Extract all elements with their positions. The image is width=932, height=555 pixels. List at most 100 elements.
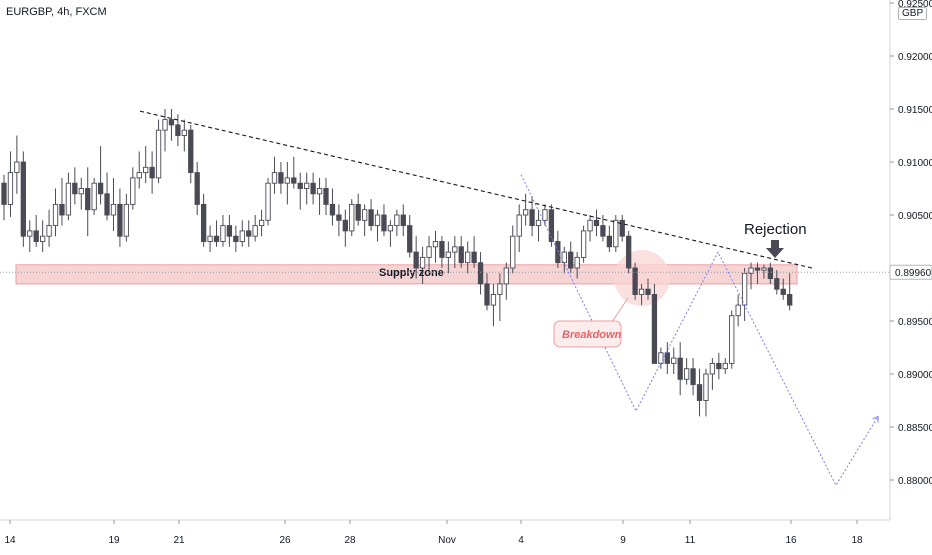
time-axis: 14 19 21 26 28 Nov 4 9 11 16 18 (4, 520, 863, 546)
candle (110, 177, 117, 231)
candle-body (291, 177, 297, 184)
candle-body (484, 283, 490, 306)
candle (787, 273, 793, 311)
candle (658, 347, 664, 369)
candle-body (568, 251, 574, 269)
candle (291, 156, 297, 189)
candle-body (323, 188, 329, 205)
candles-layer (1, 109, 793, 417)
candle (162, 109, 168, 152)
x-tick-label: 21 (173, 535, 185, 546)
candle (407, 215, 413, 258)
candle-body (413, 251, 419, 269)
candle (561, 246, 567, 274)
candle-body (329, 203, 336, 216)
candle (130, 167, 136, 210)
candle (284, 162, 291, 205)
candle (323, 177, 329, 215)
candle-body (188, 129, 194, 174)
candle (220, 215, 226, 247)
candle (593, 209, 600, 237)
x-tick-label: 9 (620, 535, 626, 546)
candle (200, 193, 207, 247)
x-tick-label: 11 (685, 535, 696, 546)
candle (349, 199, 355, 237)
candle (683, 358, 690, 385)
candle (619, 215, 625, 242)
candle (477, 252, 484, 295)
candle-body (426, 246, 432, 258)
candle (761, 264, 767, 279)
candle (419, 246, 426, 284)
candle (7, 151, 14, 218)
candle-body (252, 225, 258, 237)
candle (394, 209, 400, 237)
candle-body (703, 373, 709, 401)
candle-body (619, 219, 625, 237)
candle (722, 358, 728, 374)
candle-body (452, 246, 458, 253)
candle-body (7, 172, 14, 205)
candle (304, 172, 310, 205)
candle-body (20, 161, 26, 237)
candle-body (613, 219, 619, 248)
candle-body (445, 251, 452, 258)
candle-body (722, 362, 728, 370)
candle (465, 241, 471, 274)
candle-body (387, 225, 394, 232)
candle (91, 177, 97, 215)
supply-zone-label: Supply zone (379, 267, 444, 279)
candle (754, 262, 761, 284)
candle-body (304, 182, 310, 189)
candle-body (419, 256, 426, 269)
currency-badge[interactable]: GBP (898, 7, 928, 20)
projection-path[interactable] (520, 174, 879, 487)
candle-body (117, 203, 123, 237)
candle-body (555, 241, 561, 264)
candle-body (27, 230, 33, 237)
candle-body (671, 357, 677, 364)
rejection-label: Rejection (744, 221, 807, 238)
candle (626, 230, 632, 274)
candle (606, 225, 613, 253)
candle (85, 167, 91, 237)
candle (381, 204, 387, 237)
candle-body (510, 235, 516, 269)
candle (458, 236, 464, 268)
candle-body (310, 182, 316, 195)
candle-body (638, 288, 645, 295)
descending-trendline[interactable] (139, 110, 813, 269)
x-tick-label: 18 (851, 535, 863, 546)
candle (39, 220, 46, 253)
x-tick-label: 16 (785, 535, 797, 546)
candle-body (400, 214, 406, 227)
candle (709, 358, 716, 390)
candle (207, 225, 213, 253)
candle-body (741, 272, 748, 306)
candle-body (149, 166, 155, 179)
symbol-title[interactable]: EURGBP, 4h, FXCM (6, 6, 107, 18)
breakdown-connector (611, 297, 629, 323)
candle-body (716, 362, 722, 370)
y-tick-label: 0.92500 (898, 0, 932, 10)
current-price-tag (889, 264, 932, 280)
candle-body (593, 219, 600, 227)
candle-body (516, 214, 522, 237)
breakdown-callout[interactable] (553, 320, 622, 348)
candle (65, 172, 72, 221)
candle-body (574, 256, 580, 269)
candle-body (233, 235, 239, 242)
candle (580, 225, 587, 263)
candle-body (78, 188, 84, 195)
supply-zone[interactable] (15, 264, 798, 285)
candle-body (110, 203, 117, 216)
candle-body (748, 267, 754, 274)
candle (155, 119, 162, 184)
y-tick-label: 0.91500 (898, 105, 932, 116)
candle (252, 215, 258, 242)
candle (497, 273, 503, 321)
candle (484, 273, 490, 311)
candle-body (168, 119, 175, 126)
candle-body (1, 182, 7, 205)
